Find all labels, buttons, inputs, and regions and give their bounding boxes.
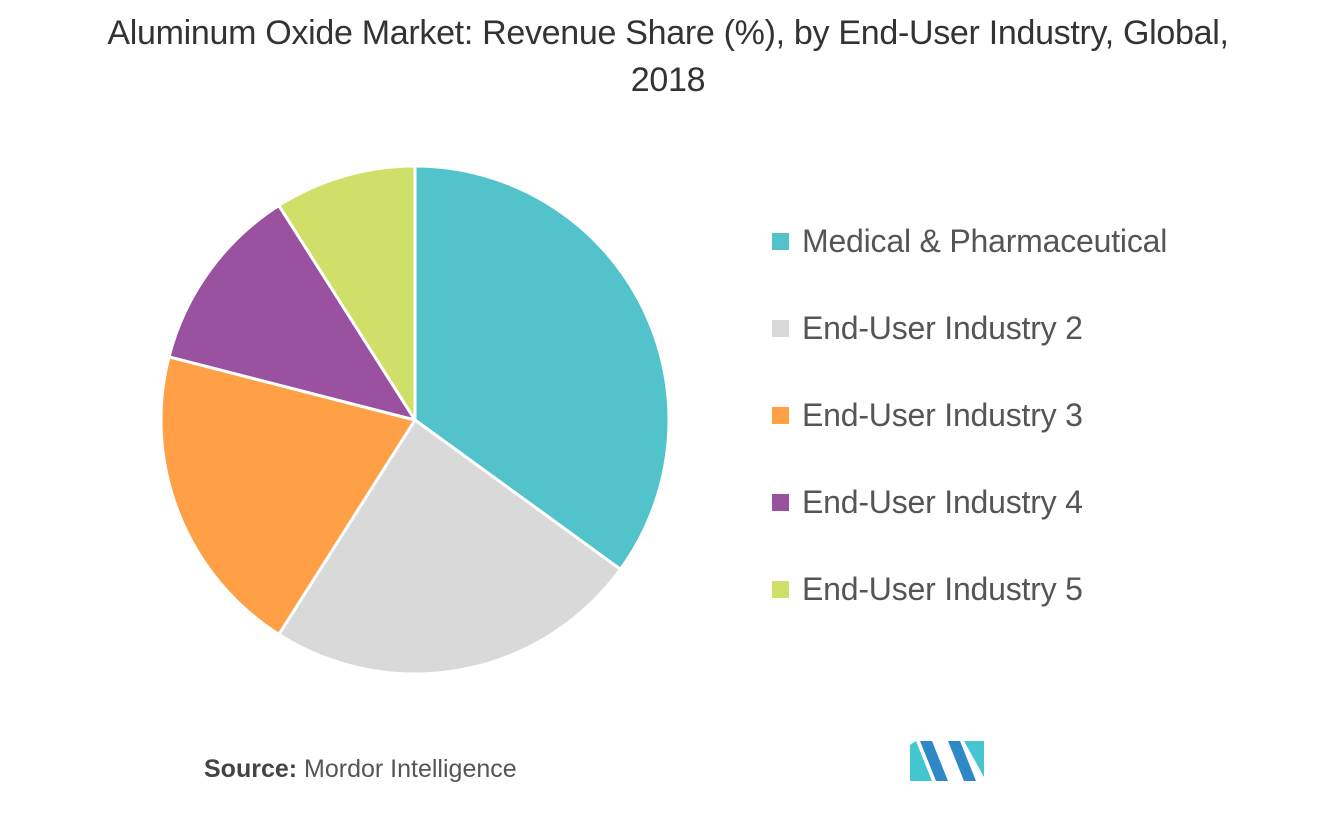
source-text: Mordor Intelligence [304, 755, 517, 783]
legend-label: End-User Industry 3 [802, 397, 1083, 433]
pie-slice-end-user-industry-3 [159, 355, 417, 636]
legend-item-medical-pharmaceutical: Medical & Pharmaceutical [772, 218, 1167, 265]
legend-swatch [772, 233, 789, 250]
legend-swatch [772, 407, 789, 424]
chart-title: Aluminum Oxide Market: Revenue Share (%)… [107, 14, 1229, 99]
source-label: Source: [204, 755, 298, 783]
legend-item-end-user-industry-4: End-User Industry 4 [772, 479, 1167, 526]
legend: Medical & Pharmaceutical End-User Indust… [772, 218, 1167, 653]
source-note: Source: Mordor Intelligence [204, 755, 517, 784]
logo-shape-tail [964, 741, 984, 777]
pie-slice-medical-pharmaceutical [413, 164, 671, 571]
logo-shape-left [910, 741, 932, 781]
legend-swatch [772, 320, 789, 337]
legend-label: End-User Industry 5 [802, 571, 1083, 607]
legend-swatch [772, 494, 789, 511]
mordor-intelligence-logo-icon [910, 741, 984, 781]
legend-item-end-user-industry-2: End-User Industry 2 [772, 305, 1167, 352]
pie-slice-end-user-industry-2 [277, 418, 622, 676]
logo-shape-middle [920, 741, 948, 781]
pie-slice-end-user-industry-5 [277, 164, 417, 422]
pie-slices [159, 164, 671, 676]
legend-label: End-User Industry 2 [802, 310, 1083, 346]
legend-item-end-user-industry-3: End-User Industry 3 [772, 392, 1167, 439]
legend-label: End-User Industry 4 [802, 484, 1083, 520]
legend-label: Medical & Pharmaceutical [802, 223, 1168, 259]
pie-slice-end-user-industry-4 [167, 204, 417, 422]
legend-item-end-user-industry-5: End-User Industry 5 [772, 566, 1167, 613]
legend-swatch [772, 581, 789, 598]
logo-shape-right [948, 741, 976, 781]
